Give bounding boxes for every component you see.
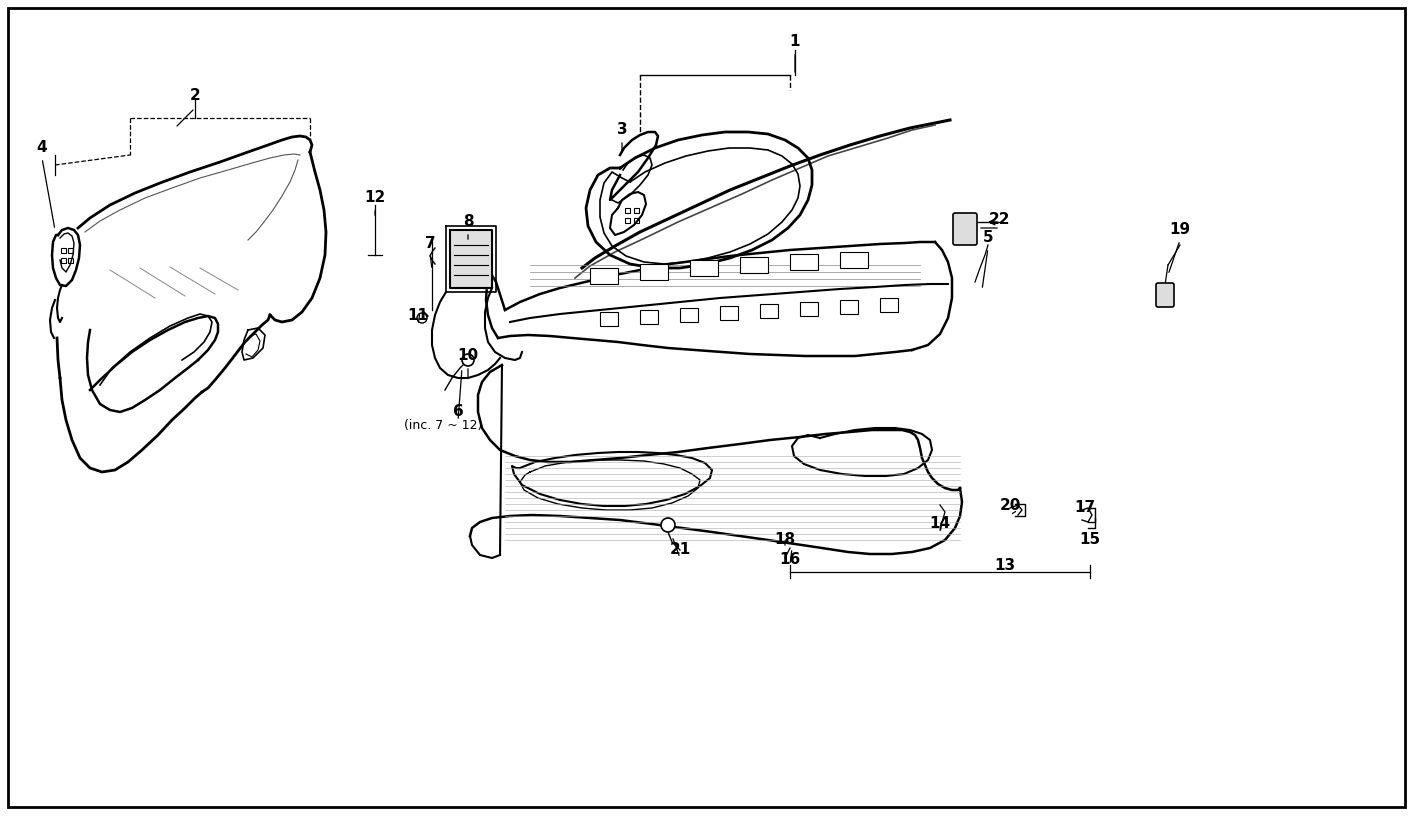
Text: 6: 6: [452, 404, 463, 418]
Circle shape: [417, 313, 427, 323]
Text: 18: 18: [774, 533, 796, 547]
Bar: [740, 257, 769, 273]
Text: 13: 13: [995, 557, 1016, 572]
Text: 4: 4: [37, 141, 47, 155]
Text: 7: 7: [425, 236, 435, 251]
Text: 15: 15: [1080, 533, 1101, 547]
Bar: [61, 258, 66, 263]
Bar: [68, 258, 73, 263]
Text: 10: 10: [458, 348, 479, 364]
Bar: [690, 260, 718, 276]
Text: 22: 22: [989, 213, 1010, 227]
Text: 12: 12: [365, 190, 386, 205]
Bar: [721, 306, 738, 320]
Text: 11: 11: [407, 308, 428, 323]
Bar: [640, 264, 668, 280]
Polygon shape: [449, 230, 492, 288]
Circle shape: [462, 354, 473, 366]
Text: 14: 14: [930, 515, 951, 530]
Bar: [680, 308, 698, 322]
Bar: [61, 248, 66, 253]
Bar: [634, 218, 639, 223]
Bar: [880, 298, 899, 312]
Text: 8: 8: [462, 214, 473, 230]
Text: 5: 5: [982, 231, 993, 246]
Bar: [601, 312, 617, 326]
Bar: [760, 304, 779, 318]
FancyBboxPatch shape: [952, 213, 976, 245]
Text: 3: 3: [616, 122, 627, 137]
Bar: [68, 248, 73, 253]
Bar: [625, 208, 630, 213]
FancyBboxPatch shape: [1156, 283, 1174, 307]
Bar: [790, 254, 818, 270]
Text: 21: 21: [670, 543, 691, 557]
Bar: [839, 252, 868, 268]
Bar: [800, 302, 818, 316]
Bar: [640, 310, 658, 324]
Text: 1: 1: [790, 35, 800, 50]
Text: 16: 16: [780, 552, 801, 567]
Bar: [634, 208, 639, 213]
Text: 17: 17: [1074, 500, 1095, 515]
Bar: [839, 300, 858, 314]
Text: 20: 20: [999, 498, 1020, 513]
Bar: [625, 218, 630, 223]
Text: 2: 2: [189, 88, 201, 103]
Text: 19: 19: [1170, 222, 1191, 237]
Circle shape: [661, 518, 675, 532]
Bar: [591, 268, 617, 284]
Text: (inc. 7 ~ 12): (inc. 7 ~ 12): [404, 418, 482, 432]
